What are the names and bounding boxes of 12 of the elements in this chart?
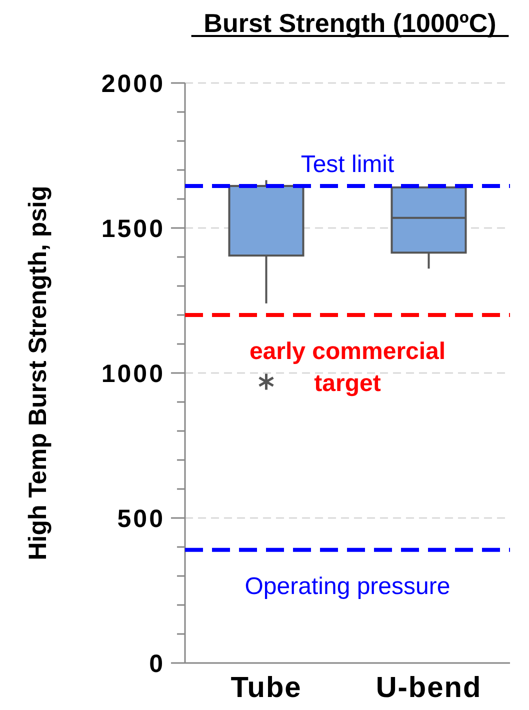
- y-tick-label: 2000: [101, 70, 165, 98]
- x-tick-label: U-bend: [376, 672, 482, 704]
- y-tick-label: 0: [149, 650, 165, 678]
- y-tick-label: 500: [117, 504, 165, 533]
- ref-line-label: early commercial target: [249, 338, 446, 397]
- ref-line-label: Test limit: [300, 150, 394, 178]
- chart-title: Burst Strength (1000ºC): [204, 8, 496, 38]
- y-tick-label: 1500: [101, 214, 165, 243]
- y-tick-label: 1000: [101, 360, 165, 388]
- ref-line-label: Operating pressure: [244, 572, 450, 600]
- y-axis-title: High Temp Burst Strength, psig: [24, 186, 52, 560]
- x-tick-label: Tube: [230, 672, 302, 704]
